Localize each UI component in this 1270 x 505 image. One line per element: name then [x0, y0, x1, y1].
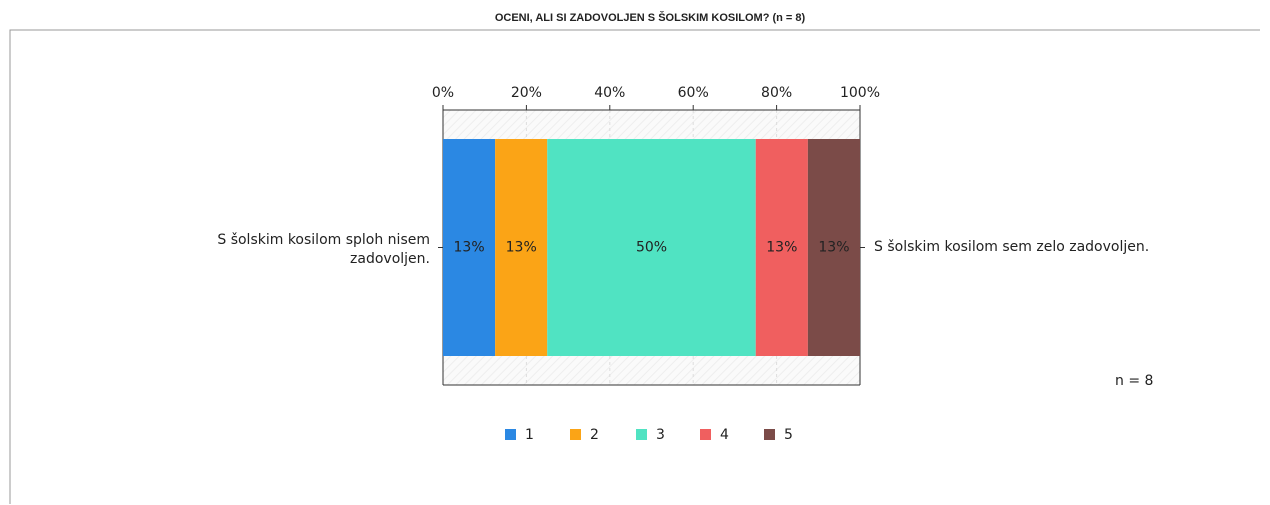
- annotation: n = 8: [1115, 373, 1153, 389]
- data-label: 13%: [766, 240, 797, 256]
- data-label: 13%: [506, 240, 537, 256]
- data-label: 13%: [818, 240, 849, 256]
- legend-label: 3: [656, 427, 665, 443]
- data-label: 50%: [636, 240, 667, 256]
- legend-swatch: [764, 429, 775, 440]
- bar-segment: [807, 139, 860, 356]
- legend-swatch: [505, 429, 516, 440]
- bar-segment: [495, 139, 548, 356]
- right-label: S šolskim kosilom sem zelo zadovoljen.: [874, 239, 1149, 255]
- x-tick-label: 20%: [511, 85, 542, 101]
- x-tick-label: 40%: [594, 85, 625, 101]
- x-tick-label: 60%: [678, 85, 709, 101]
- frame: [9, 29, 1260, 504]
- bar-segment: [443, 139, 496, 356]
- legend-label: 2: [590, 427, 599, 443]
- data-label: 13%: [454, 240, 485, 256]
- legend-swatch: [570, 429, 581, 440]
- left-label: S šolskim kosilom sploh nisem: [217, 232, 430, 248]
- legend-label: 1: [525, 427, 534, 443]
- legend-swatch: [700, 429, 711, 440]
- legend-label: 5: [784, 427, 793, 443]
- left-label: zadovoljen.: [350, 251, 430, 267]
- bar-segment: [755, 139, 808, 356]
- x-tick-label: 0%: [432, 85, 454, 101]
- bar-segment: [547, 139, 756, 356]
- legend-label: 4: [720, 427, 729, 443]
- chart-title: OCENI, ALI SI ZADOVOLJEN S ŠOLSKIM KOSIL…: [495, 11, 806, 24]
- legend-swatch: [636, 429, 647, 440]
- x-tick-label: 80%: [761, 85, 792, 101]
- x-tick-label: 100%: [840, 85, 880, 101]
